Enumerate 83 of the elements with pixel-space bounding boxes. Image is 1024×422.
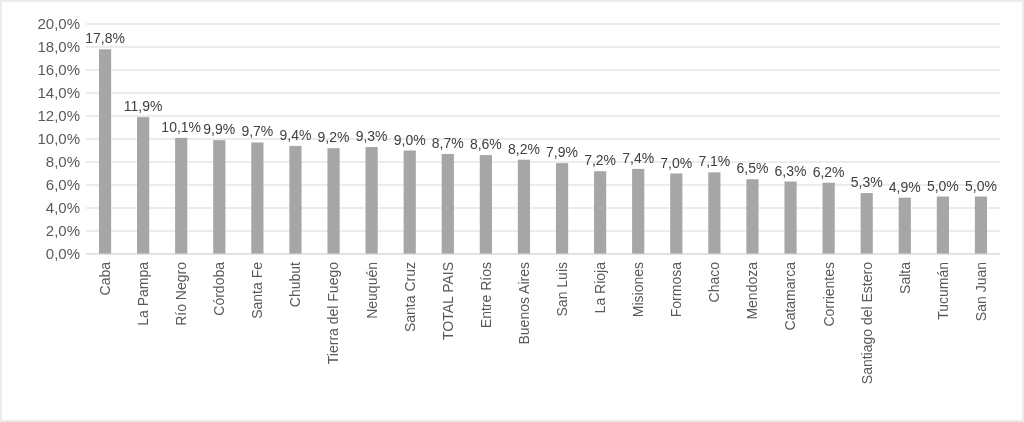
y-tick-label: 2,0%	[45, 222, 80, 240]
data-label: 17,8%	[85, 30, 125, 47]
bar	[479, 155, 492, 254]
data-label: 6,3%	[774, 162, 807, 179]
bar	[175, 137, 188, 254]
y-tick-label: 4,0%	[45, 199, 80, 217]
data-label: 7,0%	[660, 154, 693, 171]
y-tick-label: 18,0%	[37, 38, 80, 56]
bar	[708, 172, 721, 254]
data-label: 5,3%	[850, 174, 883, 191]
x-tick-label: La Pampa	[135, 261, 152, 326]
x-tick-label: TOTAL PAIS	[439, 262, 456, 341]
x-tick-label: Santa Fe	[249, 261, 266, 319]
bar	[936, 196, 949, 254]
x-tick-label: La Rioja	[592, 261, 609, 314]
y-tick-label: 0,0%	[45, 245, 80, 263]
y-tick-label: 12,0%	[37, 107, 80, 125]
bar	[251, 142, 264, 254]
x-tick-label: Tucumán	[934, 262, 951, 320]
bar	[365, 147, 378, 254]
data-label: 5,0%	[965, 177, 997, 194]
bar	[441, 153, 454, 254]
data-label: 6,2%	[812, 163, 845, 180]
data-label: 5,0%	[926, 177, 959, 194]
bar	[898, 197, 911, 254]
x-tick-label: Córdoba	[211, 261, 228, 316]
bar	[822, 182, 835, 254]
x-tick-label: Chaco	[706, 261, 723, 303]
data-label: 9,9%	[203, 121, 236, 138]
x-tick-label: San Luis	[553, 262, 570, 317]
bar	[974, 196, 988, 254]
data-label: 11,9%	[123, 98, 163, 115]
bar	[860, 193, 873, 254]
data-label: 8,6%	[469, 136, 502, 153]
bar	[98, 49, 112, 254]
x-tick-label: Tierra del Fuego	[325, 261, 342, 365]
y-tick-label: 14,0%	[37, 84, 80, 102]
data-label: 7,4%	[622, 149, 655, 166]
y-tick-label: 6,0%	[45, 176, 80, 194]
bar	[213, 140, 226, 254]
x-tick-label: Santiago del Estero	[858, 261, 875, 385]
x-tick-label: Formosa	[668, 261, 685, 318]
bar	[327, 148, 340, 254]
bar	[137, 117, 150, 254]
data-label: 8,7%	[431, 134, 464, 151]
bar	[670, 173, 683, 254]
data-label: 9,7%	[241, 123, 274, 140]
data-label: 7,9%	[546, 144, 578, 161]
x-tick-label: Río Negro	[173, 261, 190, 326]
x-tick-label: Chubut	[287, 261, 304, 308]
data-label: 4,9%	[888, 178, 921, 195]
bar	[517, 159, 531, 254]
bar	[784, 181, 797, 254]
x-tick-label: San Juan	[972, 262, 989, 322]
bar	[403, 150, 416, 254]
y-tick-label: 10,0%	[37, 130, 80, 148]
y-tick-label: 16,0%	[37, 61, 80, 79]
x-tick-label: Salta	[896, 261, 913, 294]
x-tick-label: Corrientes	[820, 262, 837, 327]
data-label: 10,1%	[161, 118, 202, 135]
x-tick-label: Misiones	[630, 262, 647, 318]
data-label: 8,2%	[508, 140, 540, 157]
data-label: 7,2%	[584, 152, 617, 169]
bar	[289, 145, 302, 254]
y-tick-label: 8,0%	[45, 153, 80, 171]
bar	[555, 163, 569, 254]
data-label: 9,0%	[393, 131, 426, 148]
x-tick-label: Entre Ríos	[477, 262, 494, 329]
y-tick-label: 20,0%	[37, 15, 80, 33]
data-label: 7,1%	[698, 153, 731, 170]
data-label: 9,2%	[317, 129, 350, 146]
x-tick-label: Buenos Aires	[515, 262, 532, 345]
x-tick-label: Catamarca	[782, 261, 799, 331]
bar	[746, 179, 759, 254]
bar	[632, 168, 645, 254]
x-tick-label: Santa Cruz	[401, 262, 418, 333]
data-label: 9,4%	[279, 126, 312, 143]
data-label: 6,5%	[736, 160, 769, 177]
x-tick-label: Mendoza	[744, 261, 761, 320]
data-label: 9,3%	[355, 128, 388, 145]
x-tick-label: Caba	[96, 261, 113, 296]
x-tick-label: Neuquén	[363, 262, 380, 319]
bar	[594, 171, 607, 254]
